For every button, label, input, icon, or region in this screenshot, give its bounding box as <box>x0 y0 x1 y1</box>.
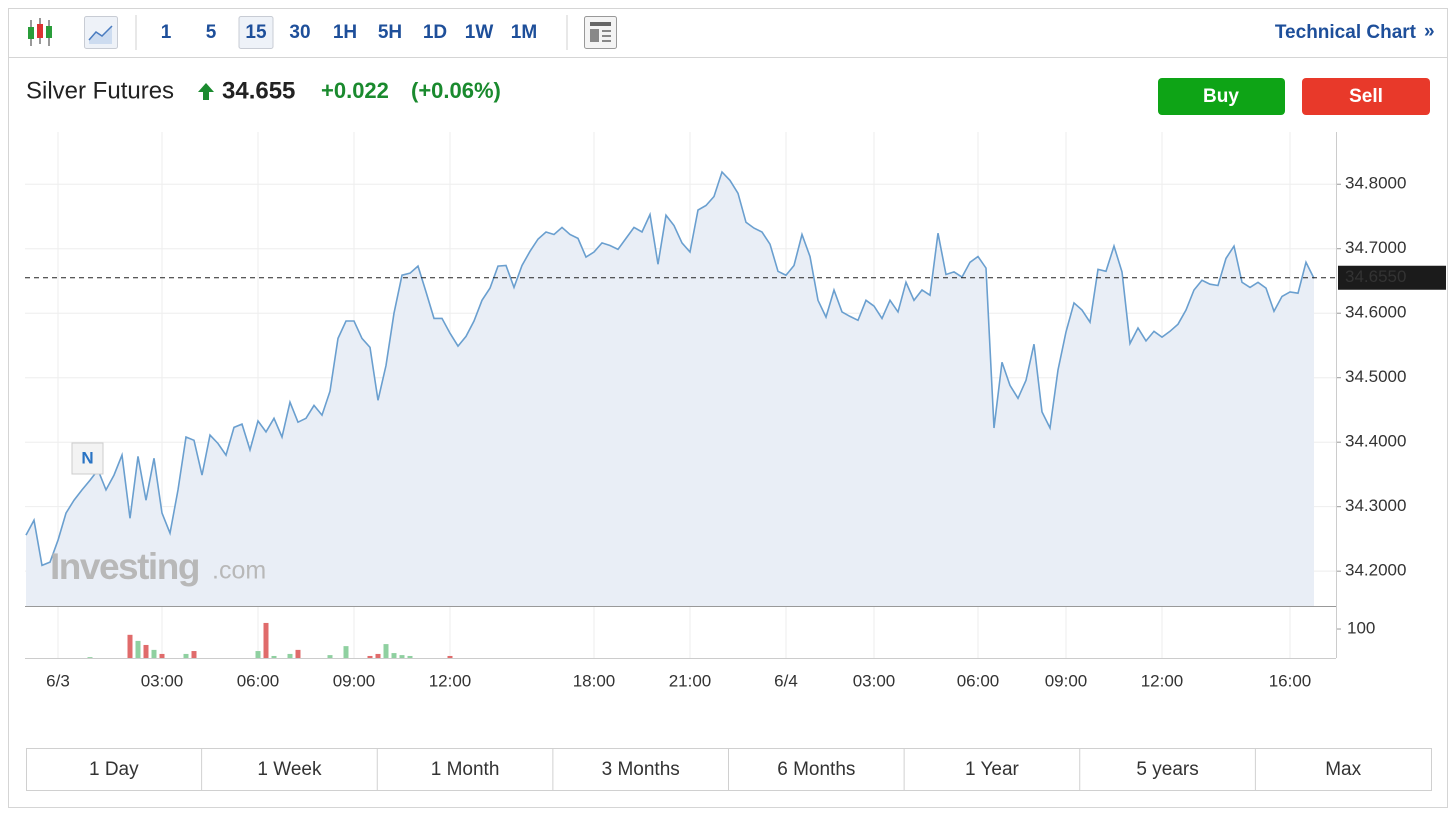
x-tick-label: 12:00 <box>1141 671 1184 690</box>
volume-bar <box>159 653 165 658</box>
volume-bar <box>375 653 381 658</box>
volume-bar <box>447 655 453 658</box>
sell-button[interactable]: Sell <box>1302 78 1430 115</box>
area-fill <box>26 172 1314 606</box>
range-button[interactable]: 1 Year <box>965 759 1020 780</box>
x-tick-label: 6/4 <box>774 671 798 690</box>
volume-bar <box>271 655 277 658</box>
candles-icon[interactable] <box>28 18 52 46</box>
volume-tick-label: 100 <box>1347 619 1375 638</box>
volume-bar <box>407 655 413 658</box>
interval-option[interactable]: 1W <box>465 22 494 43</box>
volume-bar <box>391 653 397 658</box>
volume-bar <box>135 640 141 658</box>
news-icon[interactable] <box>584 16 617 49</box>
y-tick-label: 34.2000 <box>1345 561 1406 580</box>
range-button[interactable]: 1 Week <box>257 759 322 780</box>
x-tick-label: 09:00 <box>1045 671 1088 690</box>
interval-option[interactable]: 1H <box>333 22 357 43</box>
technical-chart-link[interactable]: Technical Chart <box>1275 22 1417 43</box>
range-button[interactable]: 6 Months <box>777 759 855 780</box>
volume-bar <box>151 649 157 658</box>
interval-option[interactable]: 15 <box>245 22 267 43</box>
volume-bar <box>263 622 269 658</box>
interval-option[interactable]: 30 <box>289 22 310 43</box>
interval-option[interactable]: 1M <box>511 22 537 43</box>
y-tick-label: 34.8000 <box>1345 174 1406 193</box>
x-tick-label: 03:00 <box>853 671 896 690</box>
x-tick-label: 09:00 <box>333 671 376 690</box>
y-tick-label: 34.7000 <box>1345 238 1406 257</box>
volume-bar <box>255 651 261 658</box>
volume-bar <box>87 657 93 658</box>
range-button[interactable]: 5 years <box>1136 759 1198 780</box>
volume-bar <box>183 653 189 658</box>
x-tick-label: 6/3 <box>46 671 70 690</box>
volume-bar <box>343 646 349 658</box>
interval-selected-box <box>238 16 274 49</box>
range-bar: 1 Day 1 Week 1 Month 3 Months 6 Months 1 Year… <box>26 748 1432 791</box>
range-button[interactable]: 1 Month <box>431 759 500 780</box>
volume-bar <box>399 655 405 658</box>
plot: 6/3 03:00 06:00 09:00 12:00 18:00 21:00 6/4 03:0… <box>25 132 1446 690</box>
buy-label[interactable]: Buy <box>1203 86 1239 107</box>
x-tick-label: 18:00 <box>573 671 616 690</box>
x-tick-label: 16:00 <box>1269 671 1312 690</box>
volume-bar <box>367 655 373 658</box>
volume-bar <box>295 649 301 658</box>
interval-option[interactable]: 5 <box>206 22 217 43</box>
last-price-box <box>1338 265 1446 290</box>
price-change-percent: (+0.06%) <box>411 78 501 103</box>
buy-button[interactable]: Buy <box>1158 78 1285 115</box>
volume-bar <box>383 644 389 658</box>
volume-bar <box>143 644 149 658</box>
sell-label[interactable]: Sell <box>1349 86 1383 107</box>
volume-bar <box>327 655 333 658</box>
y-tick-label: 34.6000 <box>1345 303 1406 322</box>
volume-bar <box>191 651 197 658</box>
interval-option[interactable]: 1 <box>161 22 172 43</box>
range-button[interactable]: 1 Day <box>89 759 139 780</box>
range-button[interactable]: 3 Months <box>602 759 680 780</box>
y-tick-label: 34.5000 <box>1345 367 1406 386</box>
price-change: +0.022 <box>321 78 389 103</box>
instrument-name: Silver Futures <box>26 77 174 104</box>
x-tick-label: 03:00 <box>141 671 184 690</box>
x-tick-label: 06:00 <box>957 671 1000 690</box>
x-tick-label: 21:00 <box>669 671 712 690</box>
volume-bar <box>127 634 133 658</box>
y-tick-label: 34.4000 <box>1345 432 1406 451</box>
range-button[interactable]: Max <box>1325 759 1361 780</box>
line-chart-icon[interactable] <box>84 16 118 49</box>
y-tick-label: 34.3000 <box>1345 496 1406 515</box>
last-price-label: 34.6550 <box>1345 267 1406 286</box>
x-tick-label: 06:00 <box>237 671 280 690</box>
watermark-brand: Investing <box>50 546 199 587</box>
news-marker[interactable]: N <box>71 442 104 475</box>
technical-chart-chevron[interactable]: » <box>1424 21 1435 42</box>
up-arrow <box>198 83 214 100</box>
volume-bar <box>287 653 293 658</box>
watermark-suffix: .com <box>212 557 266 585</box>
last-price: 34.655 <box>222 77 295 104</box>
news-marker-label[interactable]: N <box>81 448 93 467</box>
interval-option[interactable]: 1D <box>423 22 447 43</box>
x-tick-label: 12:00 <box>429 671 472 690</box>
interval-option[interactable]: 5H <box>378 22 402 43</box>
price-line <box>25 170 1315 567</box>
